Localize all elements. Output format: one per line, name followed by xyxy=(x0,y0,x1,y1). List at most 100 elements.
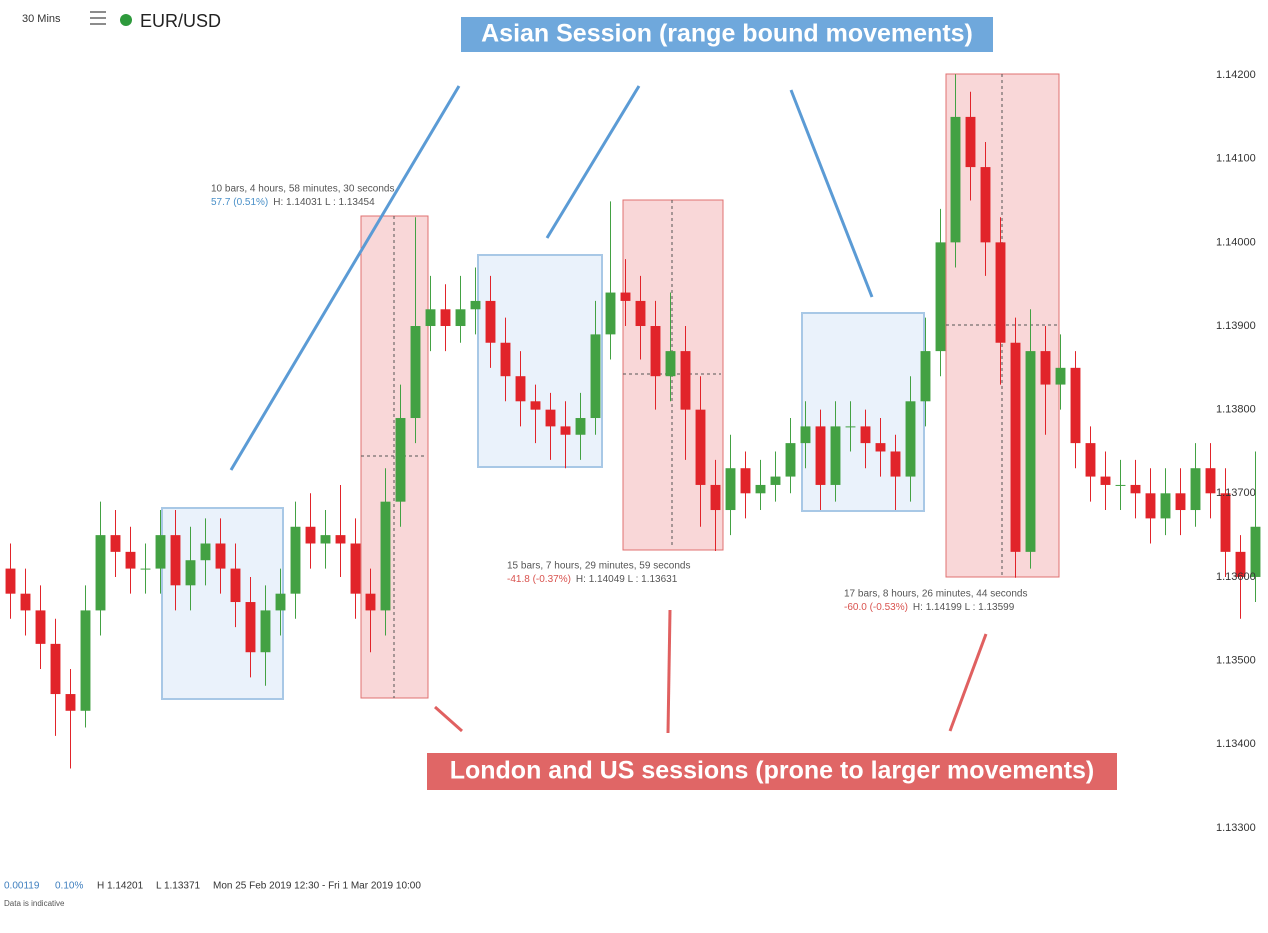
candle-body xyxy=(485,300,496,343)
candle-body xyxy=(980,167,991,243)
candle-body xyxy=(605,292,616,335)
y-tick-label: 1.13400 xyxy=(1216,738,1256,750)
footer-change: 0.00119 xyxy=(4,881,40,892)
candle-body xyxy=(545,409,556,427)
measure-range: 10 bars, 4 hours, 58 minutes, 30 seconds xyxy=(211,184,394,195)
candle-body xyxy=(95,535,106,611)
candle-body xyxy=(770,476,781,485)
candle-body xyxy=(260,610,271,653)
london-us-callout: London and US sessions (prone to larger … xyxy=(450,757,1095,785)
measure-line: -41.8 (-0.37%) H: 1.14049 L : 1.13631 xyxy=(507,574,678,585)
measure-hl: H: 1.14049 L : 1.13631 xyxy=(576,574,678,585)
candle-body xyxy=(845,426,856,428)
candle-body xyxy=(935,242,946,352)
candle-body xyxy=(680,351,691,410)
measure-hl: H: 1.14199 L : 1.13599 xyxy=(913,602,1015,613)
measure-line: 57.7 (0.51%) H: 1.14031 L : 1.13454 xyxy=(211,197,375,208)
asian-banner xyxy=(461,17,993,52)
candle-body xyxy=(1040,351,1051,385)
measure-range: 17 bars, 8 hours, 26 minutes, 44 seconds xyxy=(844,589,1027,600)
candle-body xyxy=(320,535,331,544)
candle-body xyxy=(20,593,31,611)
y-tick-label: 1.14200 xyxy=(1216,69,1256,81)
candle-body xyxy=(440,309,451,327)
asian-box xyxy=(161,507,284,700)
measure-hl: H: 1.14031 L : 1.13454 xyxy=(273,197,375,208)
candle-body xyxy=(500,342,511,377)
candle-body xyxy=(740,468,751,494)
footer-high: H 1.14201 xyxy=(97,881,144,892)
candle-body xyxy=(110,535,121,552)
candle-body xyxy=(785,443,796,477)
y-tick-label: 1.13700 xyxy=(1216,487,1256,499)
y-tick-label: 1.13600 xyxy=(1216,571,1256,583)
candle-body xyxy=(1160,493,1171,519)
y-axis: 1.14200 1.14100 1.14000 1.13900 1.13800 1.137… xyxy=(1216,69,1256,834)
candle-body xyxy=(530,401,541,410)
candle-body xyxy=(80,610,91,711)
candle-body xyxy=(305,526,316,544)
candle-body xyxy=(1235,551,1246,577)
candle-body xyxy=(875,443,886,452)
candle-body xyxy=(1070,367,1081,444)
candle-body xyxy=(245,602,256,653)
measure-range: 15 bars, 7 hours, 29 minutes, 59 seconds xyxy=(507,561,690,572)
candle-body xyxy=(185,560,196,586)
candle-body xyxy=(1085,443,1096,477)
candle-body xyxy=(950,116,961,243)
candle-body xyxy=(755,484,766,494)
interval[interactable]: 30 Mins xyxy=(22,13,61,25)
y-tick-label: 1.13500 xyxy=(1216,655,1256,667)
y-tick-label: 1.14100 xyxy=(1216,153,1256,165)
candle-body xyxy=(425,309,436,327)
candle-body xyxy=(350,543,361,594)
candle-body xyxy=(230,568,241,603)
status-dot xyxy=(120,14,132,26)
candle-body xyxy=(125,551,136,569)
candle-body xyxy=(1250,526,1261,577)
candle-body xyxy=(200,543,211,561)
candle-body xyxy=(1055,367,1066,385)
candle-body xyxy=(140,568,151,570)
candle-body xyxy=(860,426,871,444)
candle-body xyxy=(470,300,481,310)
candle-body xyxy=(1145,493,1156,519)
candle-body xyxy=(1115,484,1126,486)
candle-body xyxy=(395,418,406,502)
candle-body xyxy=(380,501,391,611)
measure-change: -41.8 (-0.37%) xyxy=(507,574,571,585)
candle-body xyxy=(335,535,346,544)
candle-body xyxy=(695,409,706,485)
y-tick-label: 1.13900 xyxy=(1216,320,1256,332)
candle-body xyxy=(890,451,901,477)
london-banner xyxy=(427,753,1117,790)
footer-period: Mon 25 Feb 2019 12:30 - Fri 1 Mar 2019 1… xyxy=(213,881,421,892)
candle-body xyxy=(1100,476,1111,485)
session-boxes xyxy=(161,73,1060,700)
candle-body xyxy=(65,694,76,711)
candle-body xyxy=(665,351,676,377)
candle-body xyxy=(365,593,376,611)
menu-icon[interactable] xyxy=(90,11,106,25)
candle-body xyxy=(455,309,466,327)
candles xyxy=(5,74,1261,769)
candle-body xyxy=(575,418,586,435)
measure-change: -60.0 (-0.53%) xyxy=(844,602,908,613)
candle-body xyxy=(1010,342,1021,552)
measure-line: -60.0 (-0.53%) H: 1.14199 L : 1.13599 xyxy=(844,602,1015,613)
candle-body xyxy=(1025,351,1036,552)
candle-body xyxy=(1190,468,1201,511)
candle-body xyxy=(275,593,286,611)
candle-body xyxy=(620,292,631,301)
candle-body xyxy=(710,484,721,511)
y-tick-label: 1.13800 xyxy=(1216,404,1256,416)
candle-body xyxy=(50,643,61,695)
candle-body xyxy=(560,426,571,435)
candle-body xyxy=(650,326,661,377)
candle-body xyxy=(800,426,811,444)
candle-body xyxy=(995,242,1006,343)
candle-body xyxy=(725,468,736,511)
footer-change-pct: 0.10% xyxy=(55,881,83,892)
candle-body xyxy=(1175,493,1186,511)
